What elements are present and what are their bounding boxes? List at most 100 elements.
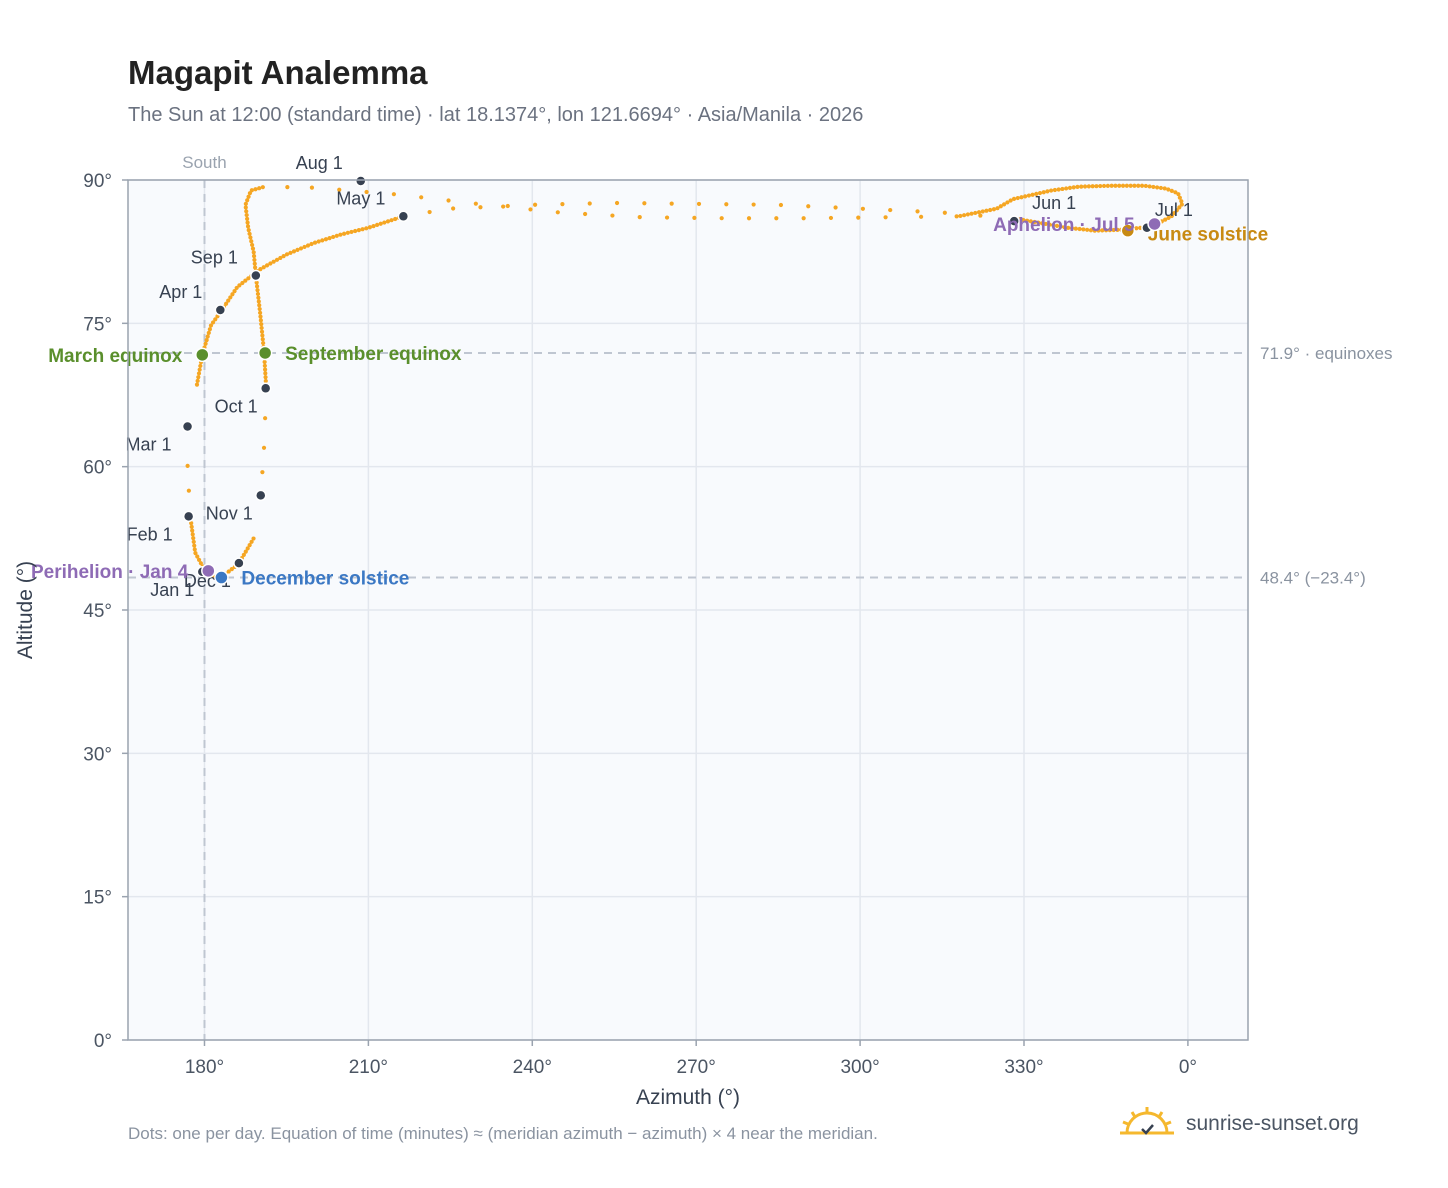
day-dot	[451, 206, 456, 211]
day-dot	[978, 213, 983, 218]
reference-line-label: 71.9° · equinoxes	[1260, 344, 1393, 363]
reference-lines: South 71.9° · equinoxes 48.4° (−23.4°)	[128, 153, 1393, 1040]
day-dot	[198, 561, 203, 566]
day-dot	[259, 325, 264, 331]
x-tick-label: 330°	[1004, 1057, 1043, 1078]
axes: 180° 210° 240° 270° 300° 330° 0° 0° 15° 30° 45° 60°…	[83, 171, 1197, 1078]
month-marker-label: Jan 1	[150, 580, 194, 600]
day-dot	[229, 567, 234, 572]
day-dot	[719, 216, 724, 221]
day-dot	[186, 488, 191, 493]
x-tick-label: 300°	[840, 1057, 879, 1078]
sun-icon	[1120, 1105, 1174, 1144]
day-dot	[261, 445, 267, 450]
june-solstice-label: June solstice	[1148, 225, 1268, 246]
day-dot	[262, 367, 268, 372]
day-dot	[247, 542, 252, 548]
day-dot	[253, 187, 258, 192]
day-dot	[194, 382, 200, 387]
day-dot	[327, 235, 332, 241]
month-marker	[397, 210, 410, 223]
day-dot	[1062, 225, 1067, 230]
day-dot	[833, 205, 838, 210]
day-dot	[1179, 202, 1184, 207]
day-dot	[1158, 185, 1164, 191]
day-dot	[285, 185, 290, 190]
day-dot	[262, 359, 267, 365]
day-dot	[1077, 226, 1082, 232]
day-dot	[1058, 224, 1063, 229]
day-dot	[1090, 184, 1095, 189]
day-dot	[210, 320, 216, 325]
day-dot	[1101, 183, 1107, 189]
day-dot	[1034, 191, 1039, 196]
month-marker-label: Jun 1	[1032, 193, 1076, 213]
day-dot	[378, 221, 383, 226]
day-dot	[268, 261, 273, 266]
day-dot	[1163, 217, 1168, 222]
day-dot	[980, 209, 985, 214]
day-dot	[243, 278, 248, 283]
day-dot	[1067, 185, 1073, 191]
day-dot	[1075, 184, 1080, 189]
day-dot	[232, 288, 237, 294]
day-dot	[610, 213, 615, 218]
day-dot	[258, 266, 263, 272]
day-dot	[614, 200, 620, 206]
day-dot	[192, 547, 197, 552]
day-dot	[1032, 219, 1037, 225]
month-marker	[250, 269, 262, 282]
day-dot	[1098, 183, 1103, 189]
day-dot	[1103, 228, 1109, 233]
day-dot	[1107, 228, 1112, 233]
brand-name: sunrise-sunset.org	[1186, 1112, 1359, 1135]
day-dot	[263, 371, 268, 376]
day-dot	[501, 204, 506, 209]
day-dot	[192, 543, 197, 548]
december-solstice-label: December solstice	[241, 569, 409, 590]
day-dot	[196, 371, 202, 376]
day-dot	[284, 252, 290, 257]
day-dot	[1115, 227, 1120, 232]
day-dot	[252, 261, 257, 266]
month-marker-label: Sep 1	[191, 248, 238, 268]
day-dot	[205, 334, 210, 339]
day-dot	[915, 209, 920, 214]
day-dot	[1132, 183, 1137, 188]
day-dot	[1096, 228, 1101, 233]
day-dot	[860, 206, 865, 211]
day-dot	[919, 214, 924, 219]
day-dot	[298, 246, 304, 251]
day-dot	[247, 191, 253, 196]
day-dot	[243, 205, 248, 210]
day-dot	[1069, 226, 1075, 231]
day-dot	[1151, 184, 1156, 190]
day-dot	[1085, 227, 1090, 232]
day-dot	[1169, 188, 1174, 193]
day-dot	[237, 283, 242, 288]
day-dot	[256, 295, 261, 300]
day-dot	[669, 201, 674, 206]
brand-logo[interactable]: sunrise-sunset.org	[1120, 1104, 1359, 1144]
day-dot	[226, 298, 231, 303]
day-dot	[260, 185, 265, 190]
day-dot	[1071, 185, 1076, 190]
day-dot	[243, 201, 248, 206]
day-dot	[1109, 183, 1114, 188]
day-dot	[888, 207, 893, 213]
day-dot	[364, 226, 369, 231]
day-dot	[206, 330, 211, 335]
day-dot	[1051, 223, 1056, 228]
day-dot	[1124, 183, 1129, 188]
day-dot	[197, 367, 202, 372]
month-marker-label: May 1	[336, 188, 385, 208]
day-dot	[1174, 208, 1179, 213]
day-dot	[664, 215, 670, 220]
day-dot	[1047, 222, 1052, 227]
month-marker-label: Apr 1	[159, 282, 202, 302]
day-dot	[1023, 194, 1028, 199]
day-dot	[250, 242, 255, 248]
day-dot	[375, 222, 380, 228]
day-dot	[245, 220, 250, 225]
day-dot	[1086, 184, 1091, 189]
